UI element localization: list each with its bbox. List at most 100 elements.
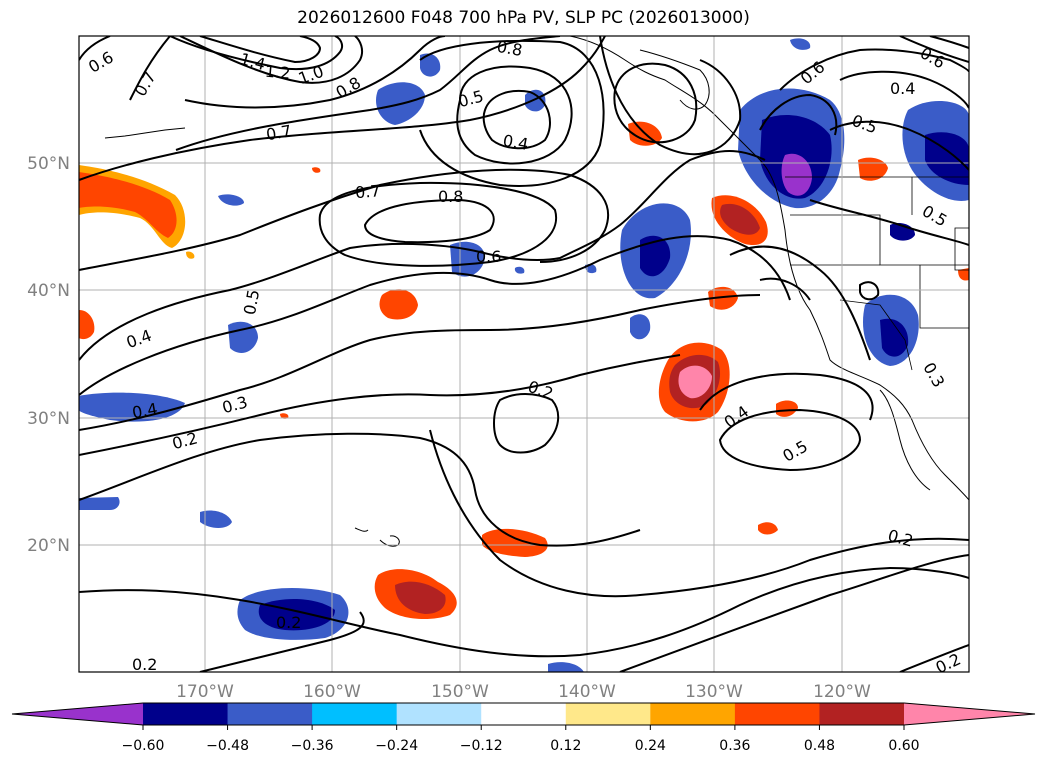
latitude-tick-labels: 50°N 40°N 30°N 20°N bbox=[27, 154, 70, 556]
contour-line bbox=[619, 554, 969, 672]
contour-line bbox=[718, 408, 862, 472]
contour-line bbox=[199, 36, 322, 64]
contour-line bbox=[179, 36, 364, 84]
border-line bbox=[839, 299, 913, 371]
contour-line bbox=[184, 36, 446, 109]
anomaly-blob bbox=[79, 497, 120, 510]
lat-tick-label: 50°N bbox=[27, 154, 70, 174]
contour-label: 0.5 bbox=[919, 201, 951, 230]
contour-line bbox=[318, 181, 558, 267]
colorbar-cell bbox=[312, 703, 398, 725]
anomaly-blob bbox=[958, 268, 969, 281]
contour-line bbox=[899, 36, 969, 63]
contour-line bbox=[79, 168, 610, 271]
anomaly-blob bbox=[880, 318, 909, 357]
contour-label: 0.2 bbox=[170, 428, 200, 453]
coastlines bbox=[104, 36, 969, 547]
lon-tick-label: 170°W bbox=[176, 682, 234, 702]
contour-label: 0.4 bbox=[124, 326, 154, 353]
chart-title: 2026012600 F048 700 hPa PV, SLP PC (2026… bbox=[297, 8, 750, 28]
contour-label: 0.8 bbox=[495, 37, 523, 60]
anomaly-blob bbox=[781, 153, 812, 196]
contour-label: 0.5 bbox=[240, 288, 263, 316]
contour-label: 0.4 bbox=[890, 79, 915, 98]
anomaly-blob bbox=[925, 132, 969, 185]
colorbar-tick-label: −0.48 bbox=[206, 738, 249, 754]
anomaly-blob bbox=[79, 310, 95, 340]
contour-label: 0.2 bbox=[276, 613, 301, 632]
colorbar-tick-label: −0.12 bbox=[460, 738, 503, 754]
colorbar-tick-label: 0.36 bbox=[719, 738, 750, 754]
anomaly-blob bbox=[720, 203, 760, 235]
colorbar-cell bbox=[734, 703, 820, 725]
colorbar-cell bbox=[819, 703, 905, 725]
lon-tick-label: 160°W bbox=[303, 682, 361, 702]
lon-tick-label: 150°W bbox=[431, 682, 489, 702]
anomaly-blob bbox=[630, 314, 651, 340]
contour-label: 0.7 bbox=[265, 121, 293, 144]
colorbar-tick-label: 0.12 bbox=[550, 738, 581, 754]
contour-label: 0.2 bbox=[132, 655, 157, 674]
contour-line bbox=[79, 354, 681, 456]
contour-label: 0.7 bbox=[354, 181, 381, 202]
colorbar-tick-label: 0.24 bbox=[635, 738, 666, 754]
contour-label: 1.4 bbox=[238, 49, 268, 74]
contour-line bbox=[859, 281, 880, 301]
contour-line bbox=[79, 566, 969, 658]
colorbar-tick-label: −0.24 bbox=[375, 738, 418, 754]
contour-label: 0.6 bbox=[476, 247, 501, 266]
contour-label: 0.2 bbox=[933, 649, 964, 677]
anomaly-blob bbox=[379, 289, 418, 320]
anomaly-blob bbox=[218, 194, 244, 206]
colorbar-cell bbox=[481, 703, 567, 725]
contour-label: 0.3 bbox=[919, 359, 948, 391]
border-line bbox=[790, 214, 969, 266]
anomaly-blob bbox=[280, 413, 289, 419]
contour-label: 0.3 bbox=[220, 392, 250, 417]
anomaly-blob bbox=[548, 662, 584, 672]
anomaly-blob bbox=[482, 528, 548, 557]
anomaly-blob bbox=[678, 365, 712, 399]
lon-tick-label: 120°W bbox=[813, 682, 871, 702]
contour-line bbox=[429, 429, 969, 598]
border-line bbox=[919, 265, 969, 329]
contour-label: 0.5 bbox=[779, 436, 811, 465]
anomaly-blob bbox=[758, 522, 778, 535]
anomaly-blob bbox=[228, 321, 258, 353]
contour-line bbox=[482, 90, 551, 150]
contour-line bbox=[829, 120, 969, 171]
anomaly-blob bbox=[186, 251, 195, 259]
contour-line bbox=[929, 36, 969, 49]
lat-tick-label: 30°N bbox=[27, 409, 70, 429]
contour-line bbox=[79, 235, 791, 396]
colorbar-tick-label: −0.60 bbox=[122, 738, 165, 754]
lat-tick-label: 20°N bbox=[27, 536, 70, 556]
plot-frame bbox=[78, 35, 970, 673]
colorbar-tick-label: −0.36 bbox=[291, 738, 334, 754]
anomaly-blob bbox=[708, 286, 738, 310]
contour-line bbox=[759, 93, 838, 136]
contour-line bbox=[599, 36, 742, 155]
anomaly-blob bbox=[79, 392, 185, 422]
anomaly-blob bbox=[200, 510, 232, 528]
colorbar-extend-min bbox=[12, 703, 143, 725]
anomaly-blob bbox=[640, 235, 671, 277]
anomaly-blob bbox=[790, 38, 811, 50]
contour-label: 0.6 bbox=[917, 43, 949, 72]
coastline bbox=[639, 49, 710, 110]
contour-line bbox=[729, 245, 871, 361]
state-borders bbox=[785, 176, 969, 371]
anomaly-blob bbox=[79, 172, 177, 238]
contour-line bbox=[779, 48, 969, 91]
contour-line bbox=[493, 393, 560, 454]
colorbar-tick-label: 0.48 bbox=[804, 738, 835, 754]
colorbar-cell bbox=[565, 703, 651, 725]
slp-contours bbox=[79, 36, 969, 672]
anomaly-blob bbox=[420, 53, 441, 77]
pv-anomaly-shading bbox=[79, 38, 969, 672]
anomaly-blob bbox=[525, 89, 546, 112]
colorbar-tick-label: 0.60 bbox=[888, 738, 919, 754]
contour-line bbox=[456, 65, 573, 165]
coastline bbox=[879, 389, 931, 491]
colorbar: −0.60 −0.48 −0.36 −0.24 −0.12 0.12 0.24 0.36 0.4… bbox=[11, 702, 1036, 754]
